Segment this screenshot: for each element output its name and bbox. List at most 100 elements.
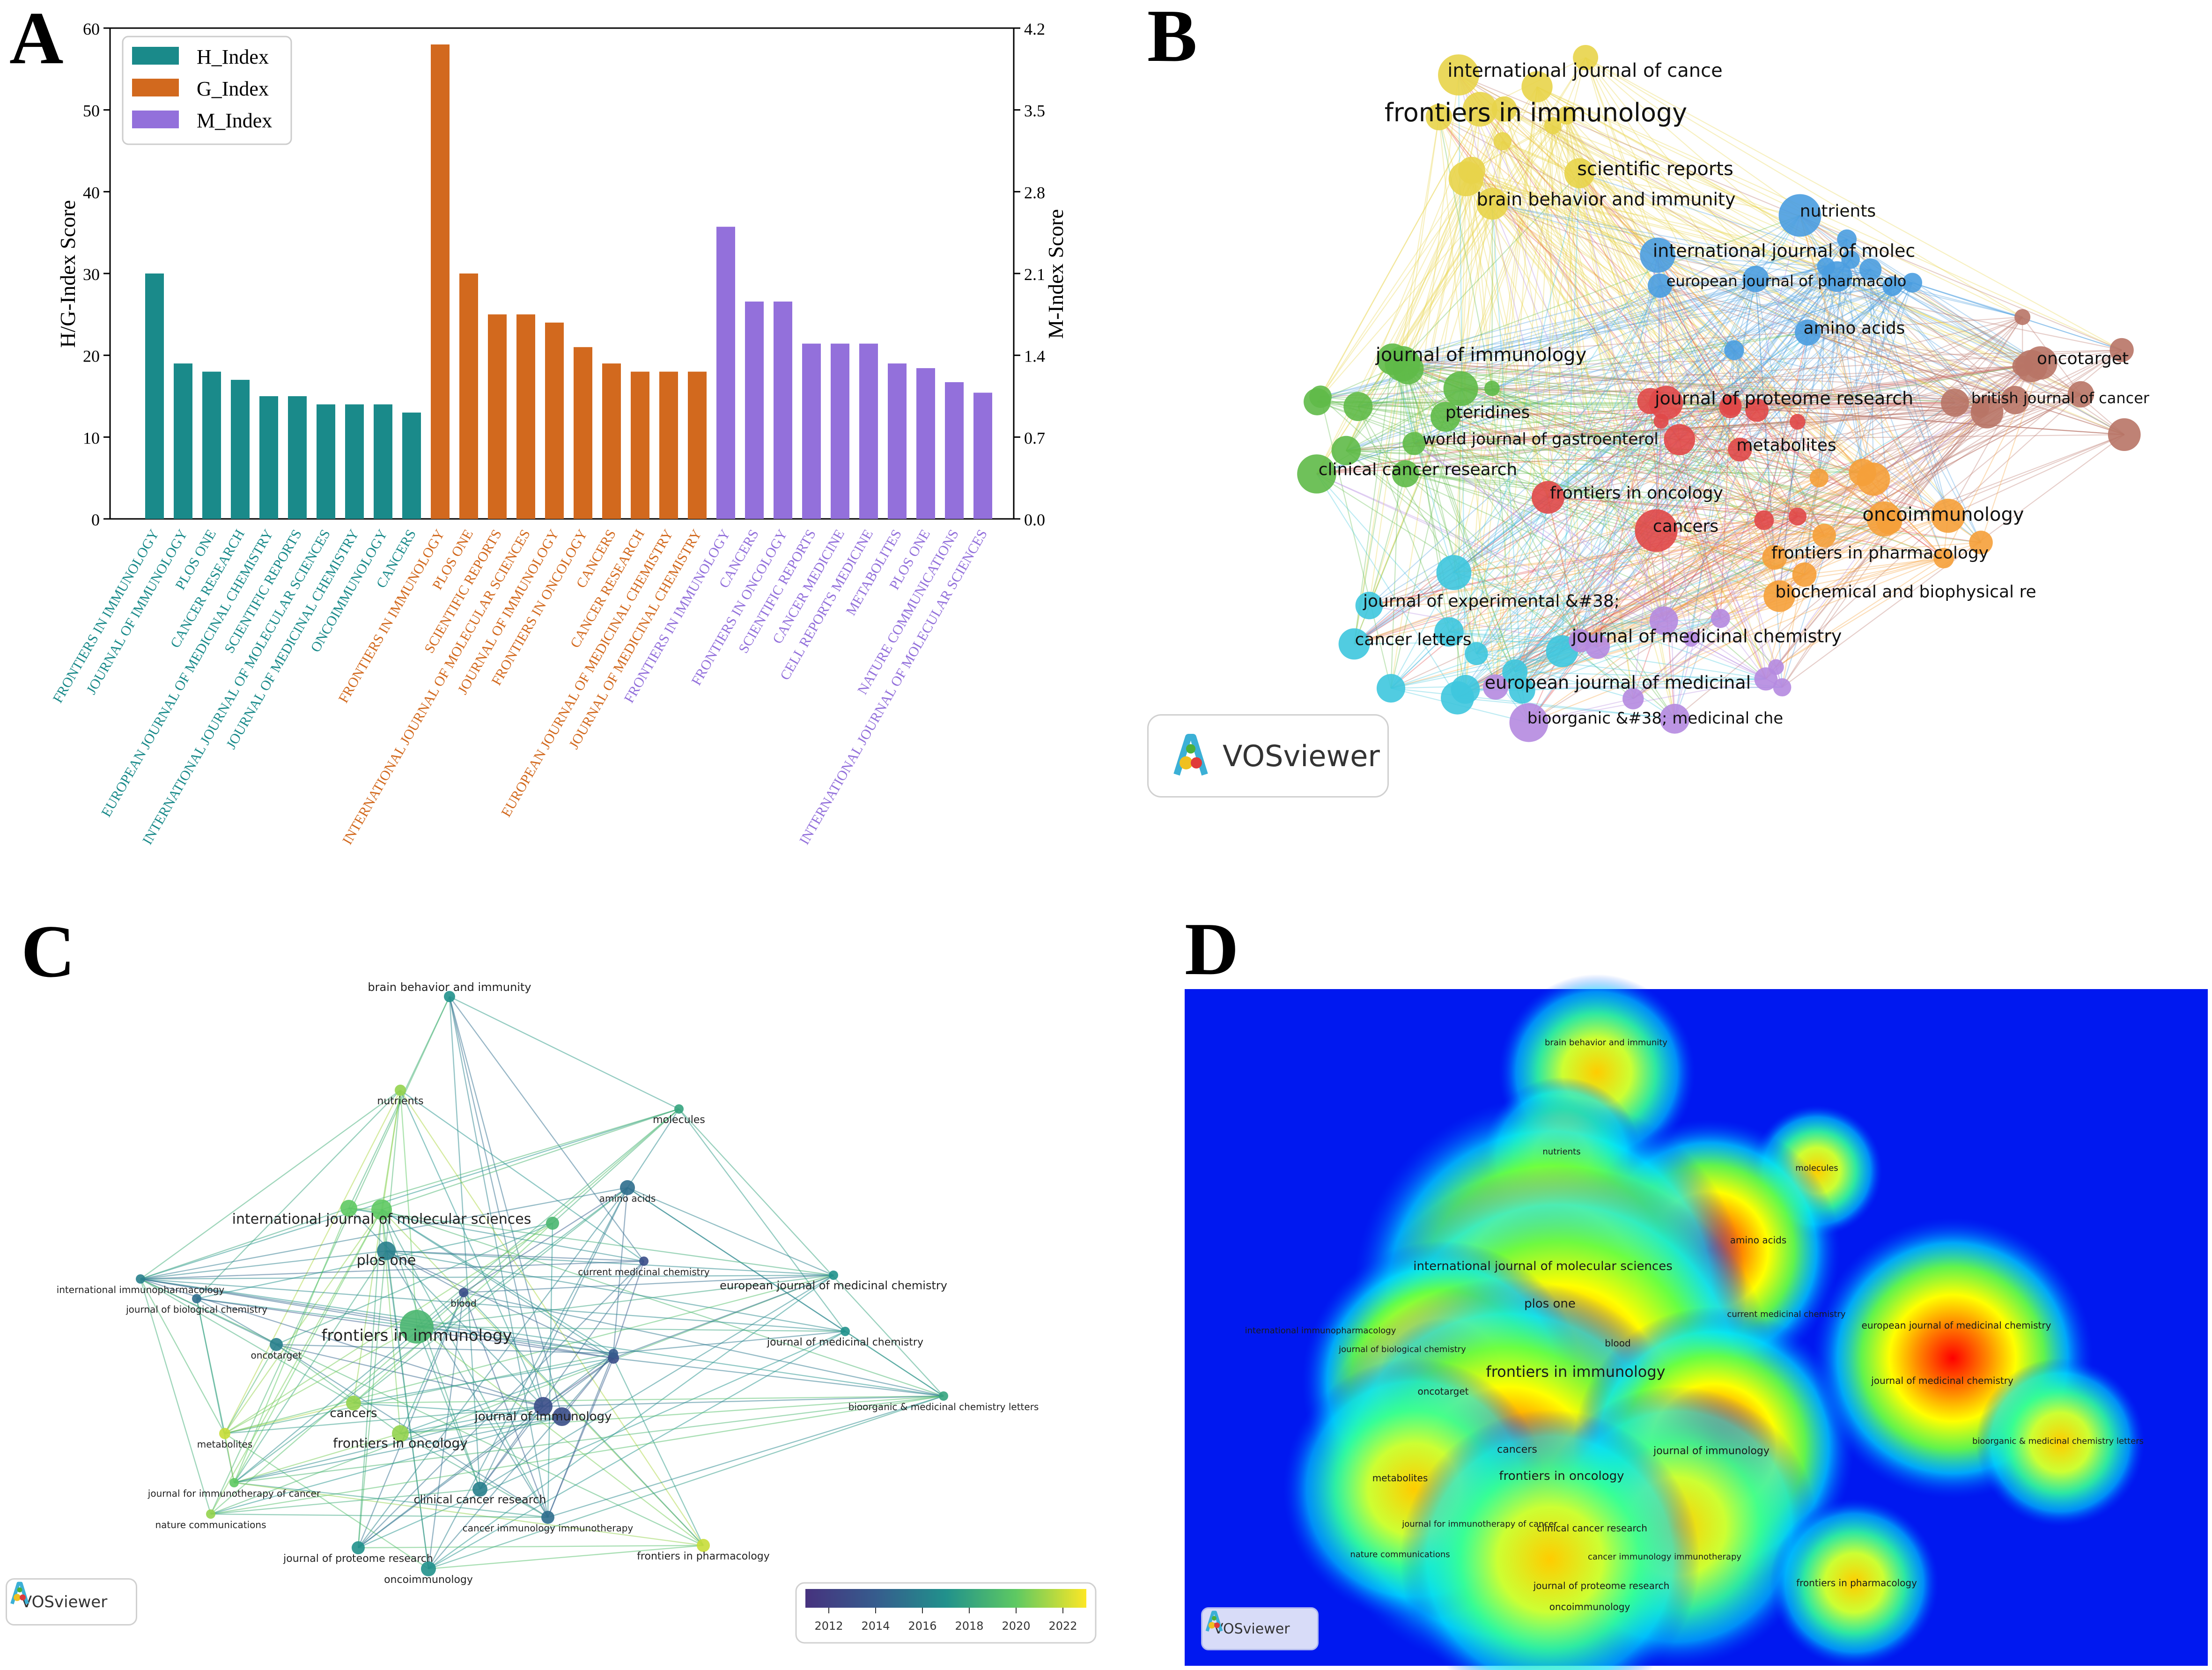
network-edge: [1514, 400, 1651, 672]
network-edge: [1466, 178, 1874, 480]
network-edge: [1804, 472, 1863, 575]
network-edge: [1650, 400, 1981, 410]
bar: [859, 343, 878, 519]
network-edge: [1414, 443, 1548, 498]
panel-label-b: B: [1147, 0, 1197, 77]
overlay-edge: [196, 1222, 553, 1300]
network-edge: [1528, 557, 1944, 724]
network-edge: [1453, 259, 1851, 573]
network-edge: [1836, 276, 2023, 367]
network-edge: [1368, 203, 1493, 606]
y-tick-label: 10: [83, 429, 100, 447]
overlay-edge: [353, 1223, 553, 1404]
density-blob: [1400, 1410, 1700, 1670]
cluster-network-panel: international journal of cance frontiers …: [1297, 45, 2150, 742]
overlay-label: molecules: [653, 1114, 705, 1126]
network-label: journal of experimental &#38;: [1363, 592, 1620, 611]
network-edge: [1663, 399, 2015, 621]
network-edge: [1892, 286, 2032, 367]
network-edge: [1566, 115, 1949, 517]
panel-label-d: D: [1185, 907, 1239, 990]
network-edge: [1562, 472, 1863, 652]
network-edge: [1580, 412, 1988, 641]
network-edge: [1471, 170, 1982, 543]
network-edge: [1449, 631, 1766, 680]
network-edge: [1460, 388, 1944, 559]
overlay-edge: [210, 1513, 548, 1518]
network-edge: [1479, 109, 1767, 680]
network-edge: [1492, 388, 1889, 522]
network-edge: [1346, 450, 1634, 699]
network-edge: [1476, 479, 1874, 654]
overlay-edge: [140, 1278, 614, 1359]
network-node: [1773, 678, 1792, 697]
overlay-edge: [224, 1090, 401, 1434]
network-edge: [1666, 266, 1827, 403]
network-edge: [1548, 496, 1824, 536]
overlay-edge: [196, 1090, 401, 1299]
network-label: frontiers in immunology: [1385, 98, 1688, 127]
network-edge: [1873, 365, 2023, 480]
overlay-edge: [234, 1482, 548, 1518]
overlay-label: journal for immunotherapy of cancer: [147, 1488, 321, 1499]
density-label: journal for immunotherapy of cancer: [1401, 1519, 1557, 1529]
bar: [631, 371, 649, 519]
network-node: [1569, 629, 1592, 652]
network-edge: [1778, 286, 1893, 597]
network-edge: [1392, 278, 1756, 360]
overlay-network-panel: brain behavior and immunity nutrients mole…: [57, 981, 1097, 1644]
network-edge: [1449, 479, 1874, 633]
network-edge: [1453, 57, 1586, 573]
network-edge: [1502, 141, 1598, 647]
network-edge: [1690, 516, 1798, 640]
overlay-edge: [357, 1292, 465, 1548]
bar: [488, 314, 507, 519]
network-edge: [1666, 276, 1837, 403]
network-edge: [1888, 408, 1981, 522]
network-node: [1940, 388, 1969, 417]
vosviewer-label: VOSviewer: [21, 1592, 108, 1611]
network-edge: [1892, 286, 2041, 363]
network-edge: [1320, 332, 1808, 398]
network-edge: [1405, 473, 1889, 522]
network-edge: [1476, 653, 1634, 700]
network-edge: [1466, 178, 1740, 450]
network-node: [1849, 458, 1876, 487]
network-label: brain behavior and immunity: [1477, 189, 1736, 209]
network-edge: [1740, 449, 1863, 473]
overlay-node: [421, 1561, 436, 1576]
network-edge: [1492, 203, 1658, 256]
overlay-node: [444, 991, 455, 1002]
network-edge: [1476, 515, 1948, 654]
network-node: [1728, 437, 1752, 462]
network-node: [1711, 609, 1730, 628]
network-edge: [1537, 86, 2023, 318]
network-node: [1476, 187, 1509, 220]
network-edge: [1579, 173, 1775, 558]
network-edge: [1740, 411, 1987, 451]
network-edge: [1460, 388, 1889, 522]
network-edge: [1720, 407, 1731, 619]
network-node: [1859, 258, 1882, 281]
network-edge: [1317, 401, 1657, 532]
network-edge: [1414, 421, 1798, 444]
network-edge: [1465, 178, 1493, 389]
network-label: cancers: [1653, 517, 1718, 536]
overlay-label: frontiers in oncology: [333, 1435, 468, 1451]
density-label: nutrients: [1542, 1147, 1580, 1157]
y2-tick-label: 0.0: [1024, 510, 1045, 529]
overlay-label: brain behavior and immunity: [368, 981, 531, 994]
overlay-label: bioorganic & medicinal chemistry letters: [848, 1401, 1039, 1412]
network-node: [2000, 386, 2029, 414]
network-node: [1719, 396, 1741, 419]
overlay-label: oncoimmunology: [384, 1574, 473, 1586]
overlay-edge: [210, 1209, 383, 1515]
overlay-edge: [140, 1278, 226, 1434]
network-edge: [1358, 388, 1461, 407]
overlay-node: [219, 1428, 230, 1439]
network-edge: [1369, 519, 1764, 606]
network-edge: [1471, 170, 1581, 641]
density-label: journal of immunology: [1653, 1445, 1770, 1457]
density-label: amino acids: [1730, 1234, 1787, 1246]
y2-tick-label: 2.8: [1024, 183, 1045, 202]
